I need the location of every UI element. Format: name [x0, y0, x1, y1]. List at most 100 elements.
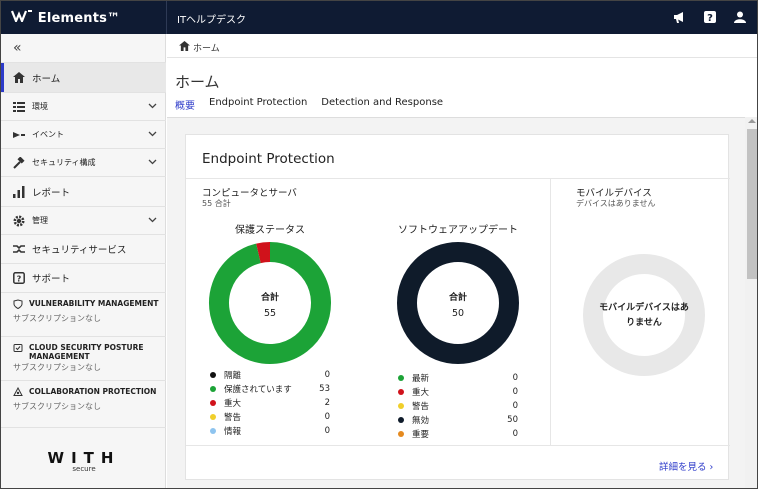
sidebar: « ホーム 環境 イベント セキュリティ構成 レポート 管理 — [1, 34, 166, 488]
tab-overview[interactable]: 概要 — [175, 97, 195, 119]
legend-label: 無効 — [412, 416, 430, 426]
chevron-down-icon — [148, 101, 158, 112]
list-icon — [13, 101, 25, 113]
legend-label: 情報 — [224, 427, 242, 437]
sidebar-item-events[interactable]: イベント — [1, 120, 166, 148]
donut-segment[interactable] — [397, 242, 519, 364]
software-center: 合計 50 — [398, 290, 518, 319]
scroll-up-icon[interactable] — [748, 119, 756, 123]
legend-label: 隔離 — [224, 371, 242, 381]
legend-value: 0 — [512, 373, 518, 383]
brand-logo[interactable]: Elements™ — [10, 10, 121, 26]
organization-title[interactable]: ITヘルプデスク — [177, 15, 247, 26]
collapse-sidebar-icon[interactable]: « — [13, 40, 22, 56]
scrollbar[interactable] — [745, 117, 757, 488]
computers-total: 55 合計 — [202, 199, 231, 208]
protection-legend: 隔離 0 保護されています 53 重大 2 警告 0 情報 0 — [210, 368, 330, 438]
user-icon[interactable] — [733, 10, 747, 24]
software-legend: 最新 0 重大 0 警告 0 無効 50 重要 0 — [398, 371, 518, 441]
legend-item[interactable]: 保護されています 53 — [210, 382, 330, 396]
legend-item[interactable]: 最新 0 — [398, 371, 518, 385]
tab-endpoint-protection[interactable]: Endpoint Protection — [209, 97, 308, 108]
protection-center-value: 55 — [263, 308, 277, 319]
service-collaboration-protection[interactable]: COLLABORATION PROTECTION サブスクリプションなし — [1, 380, 166, 427]
legend-dot — [210, 400, 216, 406]
scrollbar-thumb[interactable] — [747, 129, 757, 279]
legend-value: 0 — [324, 412, 330, 422]
breadcrumb-home[interactable]: ホーム — [193, 44, 220, 54]
hammer-icon — [13, 156, 25, 169]
divider — [186, 178, 730, 179]
legend-value: 0 — [512, 429, 518, 439]
service-cloud-security-posture[interactable]: CLOUD SECURITY POSTURE MANAGEMENT サブスクリプ… — [1, 336, 166, 380]
withsecure-mark-icon — [10, 10, 38, 26]
service-vulnerability-management[interactable]: VULNERABILITY MANAGEMENT サブスクリプションなし — [1, 292, 166, 336]
chevron-down-icon — [148, 129, 158, 140]
sidebar-item-reports[interactable]: レポート — [1, 176, 166, 206]
sidebar-item-support[interactable]: ? サポート — [1, 263, 166, 292]
legend-value: 0 — [324, 426, 330, 436]
sidebar-item-label: セキュリティサービス — [32, 245, 127, 256]
legend-item[interactable]: 警告 0 — [398, 399, 518, 413]
divider — [1, 427, 166, 428]
tab-bar: 概要 Endpoint Protection Detection and Res… — [175, 97, 443, 119]
sidebar-item-management[interactable]: 管理 — [1, 206, 166, 234]
megaphone-icon[interactable] — [673, 10, 687, 24]
divider — [186, 445, 730, 446]
legend-value: 0 — [512, 387, 518, 397]
software-center-value: 50 — [451, 308, 465, 319]
home-icon[interactable] — [179, 41, 190, 54]
sidebar-item-label: 環境 — [32, 102, 48, 111]
sidebar-item-label: セキュリティ構成 — [32, 158, 96, 167]
legend-item[interactable]: 無効 50 — [398, 413, 518, 427]
sidebar-item-environment[interactable]: 環境 — [1, 92, 166, 120]
legend-item[interactable]: 重要 0 — [398, 427, 518, 441]
donut-segment[interactable] — [256, 242, 271, 264]
home-icon — [13, 72, 25, 84]
mobile-center-text: モバイルデバイスはありません — [599, 303, 689, 328]
shield-icon — [13, 299, 23, 312]
service-status: サブスクリプションなし — [13, 314, 101, 323]
legend-label: 保護されています — [224, 385, 292, 395]
mobile-devices-donut — [583, 254, 705, 376]
legend-item[interactable]: 重大 2 — [210, 396, 330, 410]
protection-status-donut[interactable] — [208, 241, 332, 365]
svg-text:?: ? — [17, 275, 22, 284]
legend-dot — [210, 372, 216, 378]
legend-dot — [210, 428, 216, 434]
sidebar-item-security-config[interactable]: セキュリティ構成 — [1, 148, 166, 176]
mobile-title: モバイルデバイス — [576, 188, 652, 199]
protection-center: 合計 55 — [210, 290, 330, 319]
legend-value: 0 — [324, 370, 330, 380]
legend-value: 50 — [507, 415, 518, 425]
logo-sub: secure — [72, 465, 96, 473]
divider — [550, 179, 551, 445]
protection-status-title: 保護ステータス — [235, 225, 305, 236]
chevron-down-icon — [148, 215, 158, 226]
legend-dot — [210, 414, 216, 420]
logo-mark: WITH — [47, 449, 121, 467]
help-icon[interactable]: ? — [703, 10, 717, 24]
empty-ring — [583, 254, 705, 376]
legend-item[interactable]: 隔離 0 — [210, 368, 330, 382]
sidebar-item-label: イベント — [32, 130, 64, 139]
svg-text:?: ? — [707, 13, 713, 24]
sidebar-item-security-services[interactable]: セキュリティサービス — [1, 234, 166, 263]
software-updates-donut[interactable] — [396, 241, 520, 365]
legend-dot — [398, 389, 404, 395]
details-link[interactable]: 詳細を見る › — [659, 462, 714, 473]
endpoint-protection-card: Endpoint Protection コンピュータとサーバ 55 合計 保護ス… — [185, 134, 730, 480]
legend-dot — [398, 375, 404, 381]
sidebar-item-home[interactable]: ホーム — [1, 62, 166, 92]
chevron-down-icon — [148, 157, 158, 168]
computers-title: コンピュータとサーバ — [202, 188, 297, 199]
service-name: VULNERABILITY MANAGEMENT — [29, 299, 159, 308]
donut-segment[interactable] — [209, 242, 331, 364]
legend-item[interactable]: 重大 0 — [398, 385, 518, 399]
tab-detection-response[interactable]: Detection and Response — [321, 97, 444, 108]
legend-value: 2 — [324, 398, 330, 408]
legend-item[interactable]: 警告 0 — [210, 410, 330, 424]
legend-item[interactable]: 情報 0 — [210, 424, 330, 438]
brand-name: Elements™ — [37, 11, 121, 26]
